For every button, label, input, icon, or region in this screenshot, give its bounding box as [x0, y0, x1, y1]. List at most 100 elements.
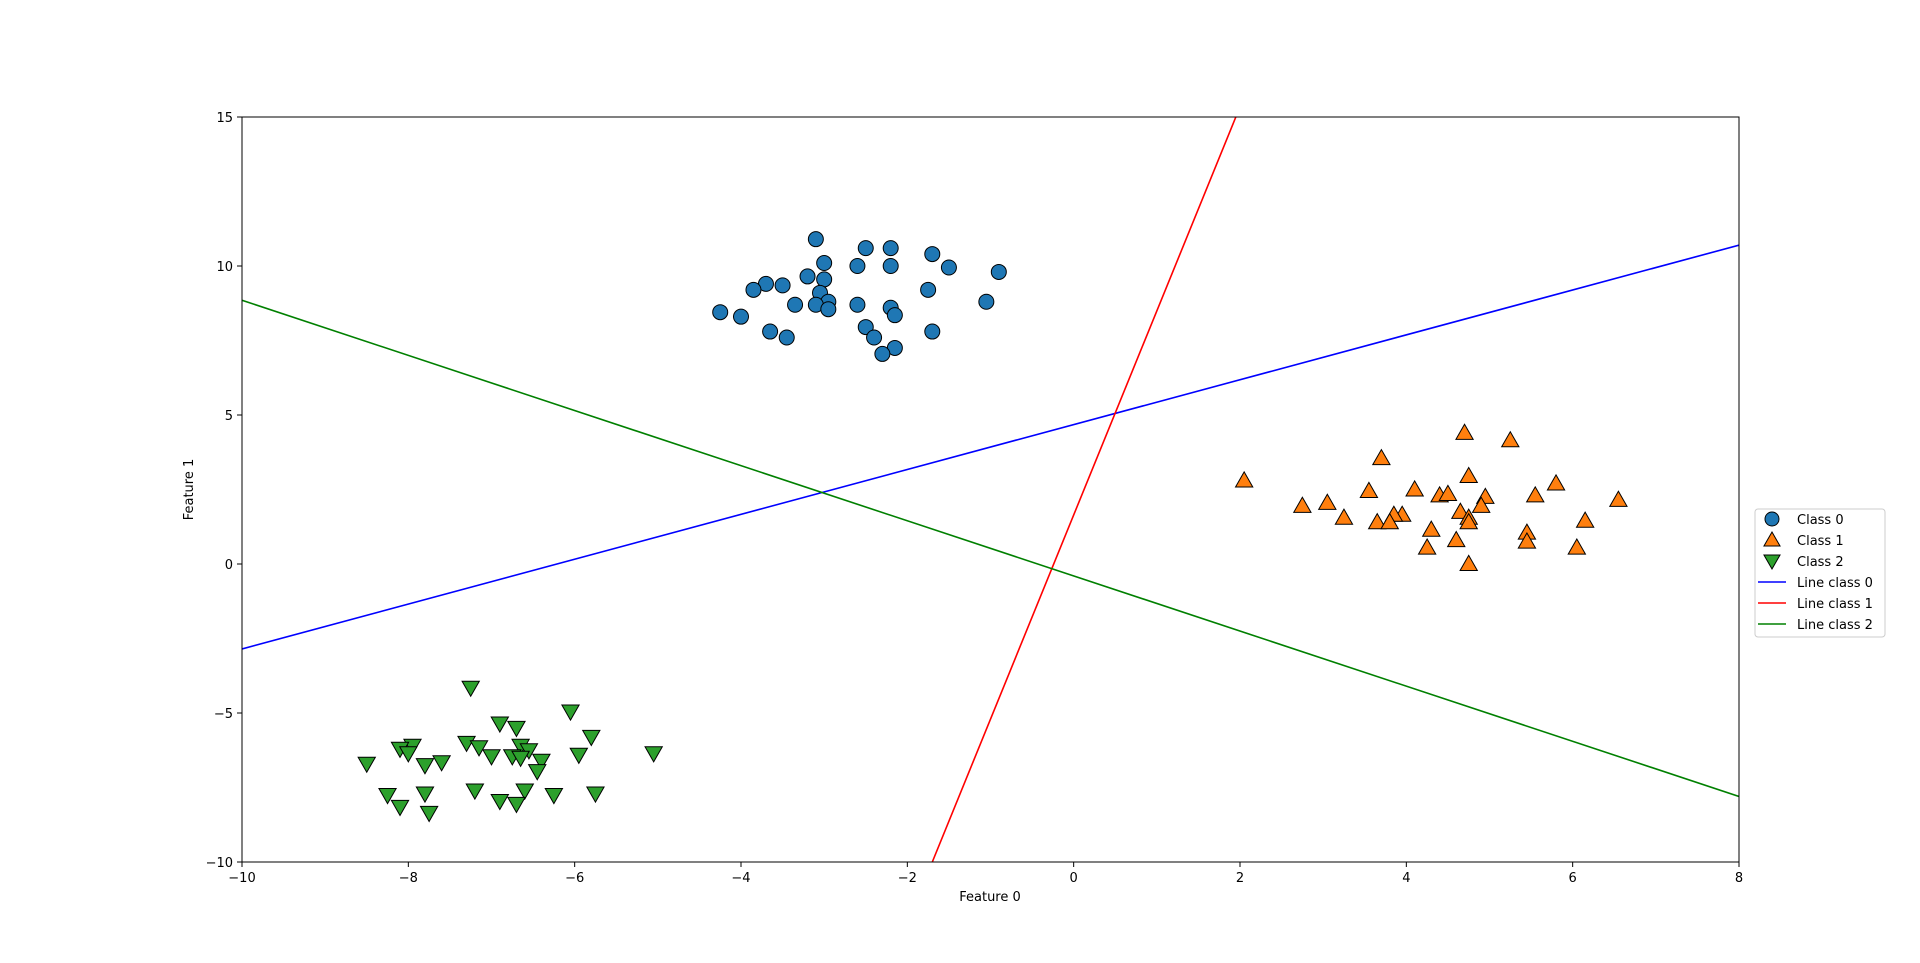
class-0-point: [990, 263, 1007, 280]
class-2-point: [419, 805, 439, 823]
line-class-2-series-line: [242, 299, 1739, 798]
class-1-point: [1334, 508, 1354, 525]
class-1-point: [1608, 490, 1628, 507]
x-tick-label: 2: [1236, 871, 1244, 886]
class-2-point: [511, 750, 531, 768]
class-0-point: [857, 319, 874, 336]
class-2-point: [585, 786, 605, 804]
class-0-point: [712, 304, 729, 321]
class-0-point: [978, 293, 995, 310]
class-2-point: [390, 799, 410, 817]
legend-class-0-label: Class 0: [1797, 513, 1844, 528]
class-2-point: [378, 787, 398, 805]
class-0-point: [745, 281, 762, 298]
class-1-point: [1317, 493, 1337, 510]
class-1-point: [1417, 537, 1437, 555]
plot-frame: [241, 116, 1740, 863]
x-tick-label: −2: [898, 871, 917, 886]
legend-class-2-label: Class 2: [1797, 555, 1844, 570]
class-0-point: [733, 308, 749, 325]
x-tick-label: −8: [399, 871, 418, 886]
class-0-point: [866, 329, 883, 346]
class-0-point: [940, 259, 957, 276]
y-tick-label: 5: [225, 409, 233, 424]
class-2-point: [527, 764, 547, 781]
x-axis-ticks: −10 −8 −6 −4 −2 0 2 4 6 8: [228, 862, 1743, 886]
class-1-point: [1459, 512, 1479, 530]
class-2-point: [357, 756, 377, 774]
class-2-point: [490, 793, 510, 811]
x-axis-label: Feature 0: [959, 890, 1021, 905]
class-2-point: [515, 783, 535, 801]
legend-line-class-1-label: Line class 1: [1797, 597, 1873, 612]
class-1-point: [1446, 530, 1466, 548]
class-0-point: [874, 345, 891, 362]
class-1-point: [1525, 485, 1545, 503]
class-1-point: [1455, 423, 1475, 440]
legend-class-2-swatch: [1763, 554, 1781, 571]
decision-lines: [242, 117, 1739, 862]
y-tick-label: 10: [216, 260, 233, 275]
legend-class-1-label: Class 1: [1797, 534, 1844, 549]
class-1-point: [1234, 470, 1254, 488]
class-1-point: [1359, 481, 1379, 498]
class-0-point: [807, 231, 824, 248]
class-0-point: [857, 240, 874, 257]
x-tick-label: −10: [228, 871, 255, 886]
x-tick-label: 4: [1402, 871, 1410, 886]
class-0-point: [882, 240, 899, 257]
legend-box: [1754, 508, 1886, 638]
class-1-point: [1371, 448, 1391, 466]
legend-line-class-0-label: Line class 0: [1797, 576, 1873, 591]
x-tick-label: 0: [1070, 871, 1078, 886]
class-2-point: [415, 758, 435, 775]
class-2-point: [469, 740, 489, 757]
class-2-point: [644, 746, 664, 763]
class-0-point: [787, 296, 804, 313]
class-0-point: [799, 268, 816, 285]
class-1-point: [1471, 496, 1491, 513]
legend: Class 0 Class 1 Class 2 Line class 0 Line cl…: [1754, 508, 1886, 638]
class-0-point: [886, 307, 903, 324]
y-tick-label: 15: [216, 111, 233, 126]
class-2-point: [490, 716, 510, 734]
class-2-point: [531, 753, 551, 771]
class-1-point: [1421, 520, 1441, 537]
y-tick-label: −5: [214, 707, 233, 722]
class-0-point: [816, 271, 833, 288]
class-2-point: [457, 735, 477, 753]
y-axis-label: Feature 1: [182, 459, 197, 521]
legend-class-1-swatch: [1763, 530, 1781, 547]
class-0-point: [920, 281, 937, 298]
x-tick-label: 6: [1569, 871, 1577, 886]
class-2-point: [581, 729, 601, 747]
class-2-point: [398, 746, 418, 763]
line-class-0-series-line: [242, 244, 1739, 650]
class-1-point: [1380, 512, 1400, 530]
class-2-point: [415, 786, 435, 804]
class-1-point: [1405, 479, 1425, 497]
class-1-point: [1575, 511, 1595, 528]
class-0-point: [849, 258, 866, 274]
class-1-point: [1450, 502, 1470, 519]
y-tick-label: 0: [225, 558, 233, 573]
class-0-point: [762, 323, 779, 340]
class-2-point: [569, 747, 589, 765]
class-0-point: [924, 323, 941, 340]
legend-class-0-swatch: [1764, 511, 1780, 527]
x-tick-label: −6: [565, 871, 584, 886]
class-1-point: [1292, 496, 1312, 513]
class-0-point: [849, 296, 866, 313]
class-2-point: [506, 720, 526, 738]
class-2-point: [506, 796, 526, 814]
class-0-point: [820, 301, 837, 318]
class-1-point: [1546, 473, 1566, 491]
class-0-point: [774, 277, 791, 294]
class-1-point: [1567, 537, 1587, 555]
legend-line-class-2-label: Line class 2: [1797, 618, 1873, 633]
class-1-point: [1367, 512, 1387, 530]
class-0-point: [882, 258, 899, 274]
class-0-point: [778, 329, 795, 346]
x-tick-label: 8: [1735, 871, 1743, 886]
